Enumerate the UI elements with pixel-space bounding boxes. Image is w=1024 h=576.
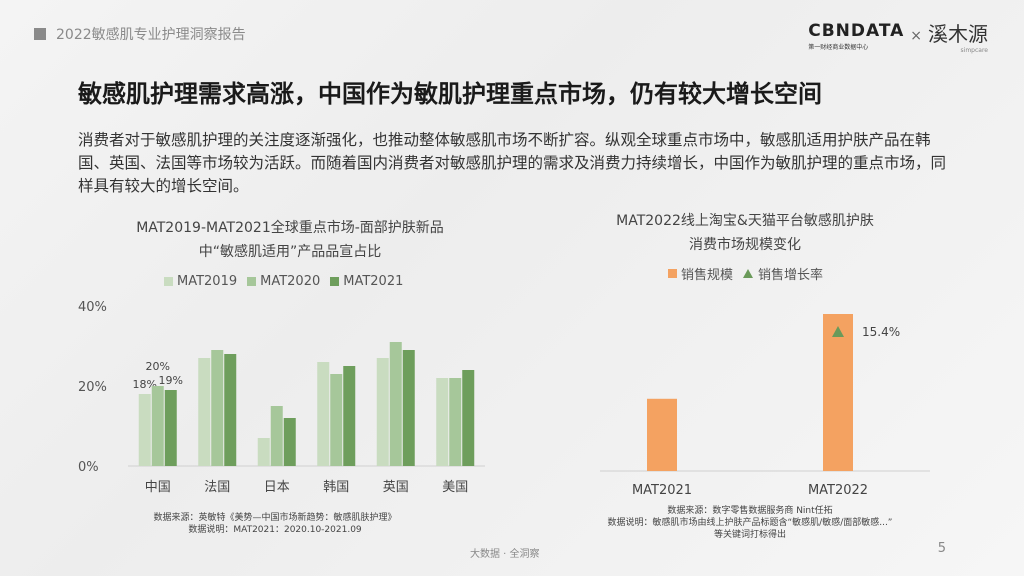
x-tick-label: 美国 (442, 480, 468, 495)
left-chart-title: MAT2019-MAT2021全球重点市场-面部护肤新品 中“敏感肌适用”产品品… (90, 216, 490, 264)
left-chart-source: 数据来源：英敏特《美势—中国市场新趋势：敏感肌肤护理》 数据说明：MAT2021… (120, 512, 430, 536)
bar (462, 370, 475, 466)
data-label: 19% (159, 374, 183, 387)
bar (211, 350, 224, 466)
logo-separator: × (910, 28, 922, 44)
page-title: 敏感肌护理需求高涨，中国作为敏肌护理重点市场，仍有较大增长空间 (78, 80, 822, 108)
simpcare-logo-sub: simpcare (960, 47, 988, 54)
legend-item: MAT2019 (164, 274, 237, 289)
legend-label: 销售规模 (681, 268, 734, 283)
bar (151, 386, 164, 466)
bar (330, 374, 343, 466)
report-title: 2022敏感肌专业护理洞察报告 (56, 27, 246, 43)
data-label: 15.4% (862, 325, 900, 339)
legend-swatch (668, 269, 677, 278)
brand-logos: CBNDATA 第一财经商业数据中心 × 溪木源 simpcare (808, 18, 988, 54)
bar (376, 358, 389, 466)
bar (647, 398, 677, 471)
legend-swatch (330, 277, 340, 286)
x-tick-label: 英国 (383, 480, 409, 495)
legend-label: MAT2019 (177, 274, 238, 289)
left-source-line1: 数据来源：英敏特《美势—中国市场新趋势：敏感肌肤护理》 (153, 513, 397, 523)
right-chart-legend: 销售规模 销售增长率 (668, 264, 833, 283)
left-chart-title-line1: MAT2019-MAT2021全球重点市场-面部护肤新品 (136, 220, 444, 236)
bar (389, 342, 402, 466)
bar (436, 378, 449, 466)
x-tick-label: 韩国 (323, 480, 349, 495)
bar (317, 362, 330, 466)
right-source-line1: 数据来源：数字零售数据服务商 Nint任拓 (667, 506, 833, 516)
right-source-line3: 等关键词打标得出 (713, 530, 786, 540)
cbndata-logo-sub: 第一财经商业数据中心 (808, 44, 869, 51)
simpcare-logo-text: 溪木源 (928, 22, 988, 46)
left-source-line2: 数据说明：MAT2021：2020.10-2021.09 (188, 525, 362, 535)
right-chart-source: 数据来源：数字零售数据服务商 Nint任拓 数据说明：敏感肌市场由线上护肤产品标… (560, 505, 940, 541)
bar (283, 418, 296, 466)
y-tick-label: 40% (78, 300, 107, 315)
cbndata-logo: CBNDATA 第一财经商业数据中心 (808, 21, 904, 51)
left-chart-legend: MAT2019 MAT2020 MAT2021 (164, 274, 413, 289)
legend-label: MAT2020 (260, 274, 321, 289)
data-label: 18% (133, 378, 157, 391)
legend-item: 销售增长率 (743, 264, 823, 283)
page-description: 消费者对于敏感肌护理的关注度逐渐强化，也推动整体敏感肌市场不断扩容。纵观全球重点… (78, 131, 947, 195)
right-source-line2: 数据说明：敏感肌市场由线上护肤产品标题含“敏感肌/敏感/面部敏感...” (607, 518, 893, 528)
y-tick-label: 0% (78, 460, 99, 475)
legend-swatch (247, 277, 257, 286)
legend-item: 销售规模 (668, 264, 733, 283)
growth-marker (832, 326, 844, 337)
left-chart-title-line2: 中“敏感肌适用”产品品宣占比 (198, 244, 382, 260)
bar (257, 438, 270, 466)
x-tick-label: 法国 (204, 480, 230, 495)
triangle-icon (743, 269, 754, 278)
data-label: 20% (146, 360, 170, 373)
bar (823, 314, 853, 471)
legend-item: MAT2021 (330, 274, 403, 289)
legend-item: MAT2020 (247, 274, 320, 289)
bar (449, 378, 462, 466)
bar (402, 350, 415, 466)
bar (164, 390, 177, 466)
left-bar-chart: 0%20%40%18%20%19%中国 法国 日本 韩国 英国 美国 (78, 300, 485, 495)
legend-swatch (164, 277, 173, 286)
header-square-icon (34, 28, 46, 40)
x-tick-label: MAT2021 (632, 483, 692, 498)
report-header: 2022敏感肌专业护理洞察报告 (34, 24, 246, 44)
footer-text: 大数据 · 全洞察 (470, 549, 540, 560)
page-number: 5 (937, 541, 946, 556)
y-tick-label: 20% (78, 380, 107, 395)
right-chart-title-line1: MAT2022线上淘宝&天猫平台敏感肌护肤 (616, 213, 874, 229)
bar (224, 354, 237, 466)
simpcare-logo: 溪木源 simpcare (928, 18, 988, 54)
right-bar-chart: MAT2021 MAT2022 15.4% (600, 314, 930, 498)
x-tick-label: 日本 (264, 480, 290, 495)
x-tick-label: MAT2022 (808, 483, 868, 498)
x-tick-label: 中国 (145, 480, 171, 495)
legend-label: 销售增长率 (758, 268, 824, 283)
bar (138, 394, 151, 466)
cbndata-logo-text: CBNDATA (808, 21, 905, 41)
right-chart-title-line2: 消费市场规模变化 (689, 237, 801, 253)
bar (270, 406, 283, 466)
right-chart-title: MAT2022线上淘宝&天猫平台敏感肌护肤 消费市场规模变化 (560, 209, 930, 257)
bar (198, 358, 211, 466)
bar (343, 366, 356, 466)
legend-label: MAT2021 (343, 274, 404, 289)
